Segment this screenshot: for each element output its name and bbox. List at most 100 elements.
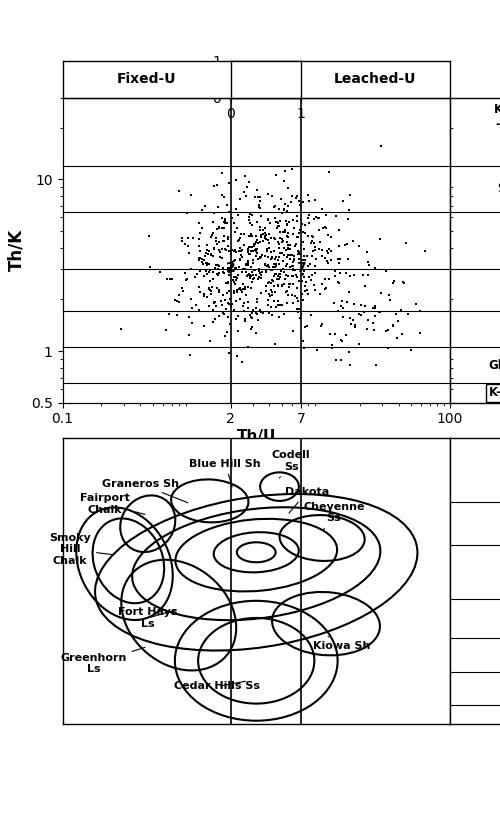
Point: [300, 271, 308, 284]
Point: [292, 292, 300, 305]
Text: Fairport
Chalk: Fairport Chalk: [80, 493, 145, 515]
Point: [392, 307, 400, 320]
Point: [278, 233, 286, 246]
Point: [268, 250, 276, 263]
Point: [262, 231, 270, 244]
Point: [368, 302, 376, 315]
Point: [272, 169, 280, 182]
Point: [265, 307, 273, 320]
Point: [234, 310, 242, 323]
Point: [332, 354, 340, 367]
Point: [220, 216, 228, 229]
Point: [280, 266, 288, 279]
Point: [230, 273, 237, 286]
Point: [294, 231, 302, 244]
Point: [307, 308, 315, 321]
Point: [241, 169, 249, 182]
Point: [264, 234, 272, 247]
Point: [303, 320, 311, 333]
Point: [240, 228, 248, 241]
Point: [210, 315, 218, 328]
Point: [272, 215, 280, 228]
Point: [272, 199, 280, 212]
Point: [272, 233, 280, 246]
Point: [230, 285, 238, 298]
Point: [311, 284, 319, 297]
Point: [260, 230, 268, 243]
Point: [283, 285, 291, 298]
Point: [326, 165, 334, 178]
Point: [261, 250, 269, 263]
Point: [195, 233, 203, 246]
Point: [256, 270, 264, 283]
Point: [173, 294, 181, 307]
Point: [316, 288, 324, 301]
Point: [253, 215, 261, 228]
Point: [384, 324, 392, 337]
Point: [364, 314, 372, 327]
Point: [276, 226, 284, 239]
Point: [266, 216, 274, 229]
Point: [166, 272, 173, 285]
Point: [372, 359, 380, 372]
Point: [264, 241, 272, 254]
Point: [211, 312, 219, 325]
Point: [242, 266, 250, 279]
Point: [297, 238, 305, 251]
Point: [280, 202, 288, 215]
Point: [284, 248, 292, 261]
Point: [247, 229, 255, 242]
Point: [214, 237, 222, 250]
Point: [286, 252, 294, 265]
Point: [280, 249, 288, 262]
Point: [301, 320, 309, 333]
Point: [283, 230, 291, 243]
Point: [285, 277, 293, 290]
Point: [206, 284, 214, 297]
Point: [267, 252, 275, 265]
Point: [278, 206, 286, 219]
Point: [248, 209, 256, 222]
Point: [206, 231, 214, 244]
Point: [342, 328, 350, 341]
Point: [276, 232, 284, 245]
Point: [274, 235, 282, 248]
Point: [251, 244, 259, 257]
Point: [300, 334, 308, 347]
Point: [237, 283, 245, 296]
Point: [300, 249, 308, 262]
Point: [271, 212, 279, 225]
Point: [308, 269, 316, 282]
Point: [202, 257, 210, 270]
Point: [200, 320, 208, 333]
Point: [248, 244, 256, 257]
Point: [254, 246, 262, 259]
Point: [218, 298, 226, 311]
Point: [282, 243, 290, 256]
Point: [208, 249, 216, 262]
Point: [224, 311, 232, 324]
Point: [283, 205, 291, 218]
Point: [246, 269, 254, 282]
Point: [346, 312, 354, 325]
Point: [292, 240, 300, 253]
Point: [390, 320, 398, 333]
Point: [295, 275, 303, 288]
Point: [274, 298, 282, 311]
Point: [272, 267, 280, 280]
Point: [244, 213, 252, 226]
Point: [288, 249, 296, 262]
Point: [308, 235, 316, 248]
Point: [298, 195, 306, 208]
Point: [361, 299, 369, 312]
Point: [336, 267, 344, 280]
Text: Graneros Sh: Graneros Sh: [102, 479, 188, 502]
Point: [339, 194, 347, 207]
Point: [342, 239, 349, 252]
Point: [288, 163, 296, 176]
Point: [205, 265, 213, 278]
Point: [300, 242, 308, 255]
Point: [186, 348, 194, 361]
Point: [219, 261, 227, 274]
Point: [285, 215, 293, 228]
